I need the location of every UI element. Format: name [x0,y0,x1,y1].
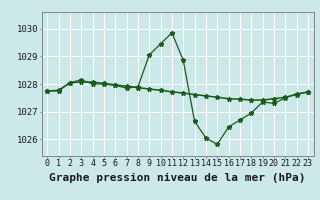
X-axis label: Graphe pression niveau de la mer (hPa): Graphe pression niveau de la mer (hPa) [49,173,306,183]
